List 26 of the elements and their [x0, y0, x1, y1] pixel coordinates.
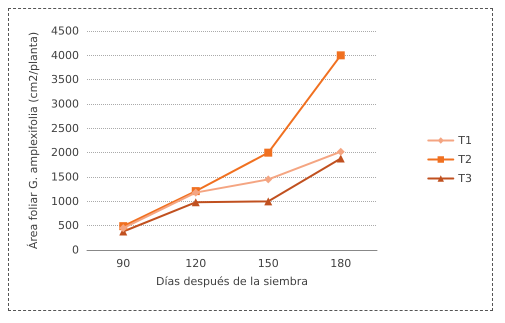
y-tick-label: 3000: [51, 98, 79, 110]
point: [336, 148, 345, 156]
legend-label: T3: [457, 172, 472, 185]
legend-label: T2: [457, 153, 472, 166]
y-tick-label: 3500: [51, 73, 79, 86]
y-tick-label: 1500: [51, 170, 79, 184]
y-tick-label: 1000: [51, 194, 79, 208]
point: [336, 51, 345, 60]
point: [264, 148, 272, 157]
y-axis-title: Área foliar G. amplexifolia (cm2/planta): [26, 32, 40, 250]
point: [264, 175, 272, 184]
x-tick-label: 90: [116, 257, 130, 270]
point: [336, 154, 345, 163]
y-tick-label: 500: [58, 219, 79, 232]
legend-label: T1: [457, 134, 472, 147]
x-tick-label: 120: [185, 257, 206, 270]
point: [264, 197, 272, 206]
y-tick-label: 0: [72, 244, 79, 256]
x-tick-label: 180: [330, 257, 352, 270]
y-tick-label: 2000: [51, 146, 79, 160]
y-tick-label: 4000: [51, 48, 79, 62]
y-tick-label: 4500: [51, 24, 79, 38]
x-tick-label: 150: [258, 257, 279, 270]
x-axis-title: Días después de la siembra: [156, 275, 308, 288]
y-tick-label: 2500: [51, 122, 79, 135]
point: [192, 198, 200, 206]
